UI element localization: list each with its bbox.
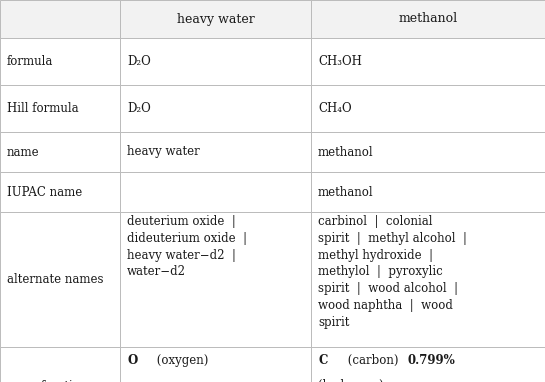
Text: C: C	[318, 354, 328, 367]
Text: D₂O: D₂O	[127, 102, 151, 115]
Bar	[311, 0, 545, 38]
Text: D₂O: D₂O	[127, 55, 151, 68]
Bar	[0, 85, 120, 132]
Text: O: O	[127, 354, 137, 367]
Bar	[0, 212, 120, 347]
Bar	[120, 212, 311, 347]
Bar	[311, 212, 545, 347]
Text: methanol: methanol	[318, 146, 374, 159]
Text: heavy water: heavy water	[127, 146, 200, 159]
Bar	[311, 172, 545, 212]
Text: methanol: methanol	[318, 186, 374, 199]
Text: 0.799%: 0.799%	[407, 354, 455, 367]
Text: methanol: methanol	[398, 13, 458, 26]
Bar	[120, 132, 311, 172]
Bar	[0, 172, 120, 212]
Bar	[0, 347, 120, 382]
Text: (hydrogen): (hydrogen)	[318, 379, 387, 382]
Bar	[120, 38, 311, 85]
Bar	[311, 38, 545, 85]
Bar	[120, 85, 311, 132]
Text: CH₄O: CH₄O	[318, 102, 352, 115]
Bar	[0, 38, 120, 85]
Bar	[120, 347, 311, 382]
Text: (carbon): (carbon)	[343, 354, 402, 367]
Text: (oxygen): (oxygen)	[153, 354, 211, 367]
Bar	[120, 172, 311, 212]
Bar	[311, 132, 545, 172]
Text: carbinol  |  colonial
spirit  |  methyl alcohol  |
methyl hydroxide  |
methylol : carbinol | colonial spirit | methyl alco…	[318, 215, 467, 329]
Text: CH₃OH: CH₃OH	[318, 55, 362, 68]
Text: mass fractions: mass fractions	[7, 380, 93, 382]
Text: heavy water: heavy water	[177, 13, 255, 26]
Text: IUPAC name: IUPAC name	[7, 186, 82, 199]
Text: Hill formula: Hill formula	[7, 102, 78, 115]
Bar	[0, 0, 120, 38]
Bar	[0, 132, 120, 172]
Text: deuterium oxide  |
dideuterium oxide  |
heavy water−d2  |
water−d2: deuterium oxide | dideuterium oxide | he…	[127, 215, 247, 278]
Bar	[120, 0, 311, 38]
Text: formula: formula	[7, 55, 53, 68]
Bar	[311, 85, 545, 132]
Text: alternate names: alternate names	[7, 273, 104, 286]
Text: name: name	[7, 146, 40, 159]
Bar	[311, 347, 545, 382]
